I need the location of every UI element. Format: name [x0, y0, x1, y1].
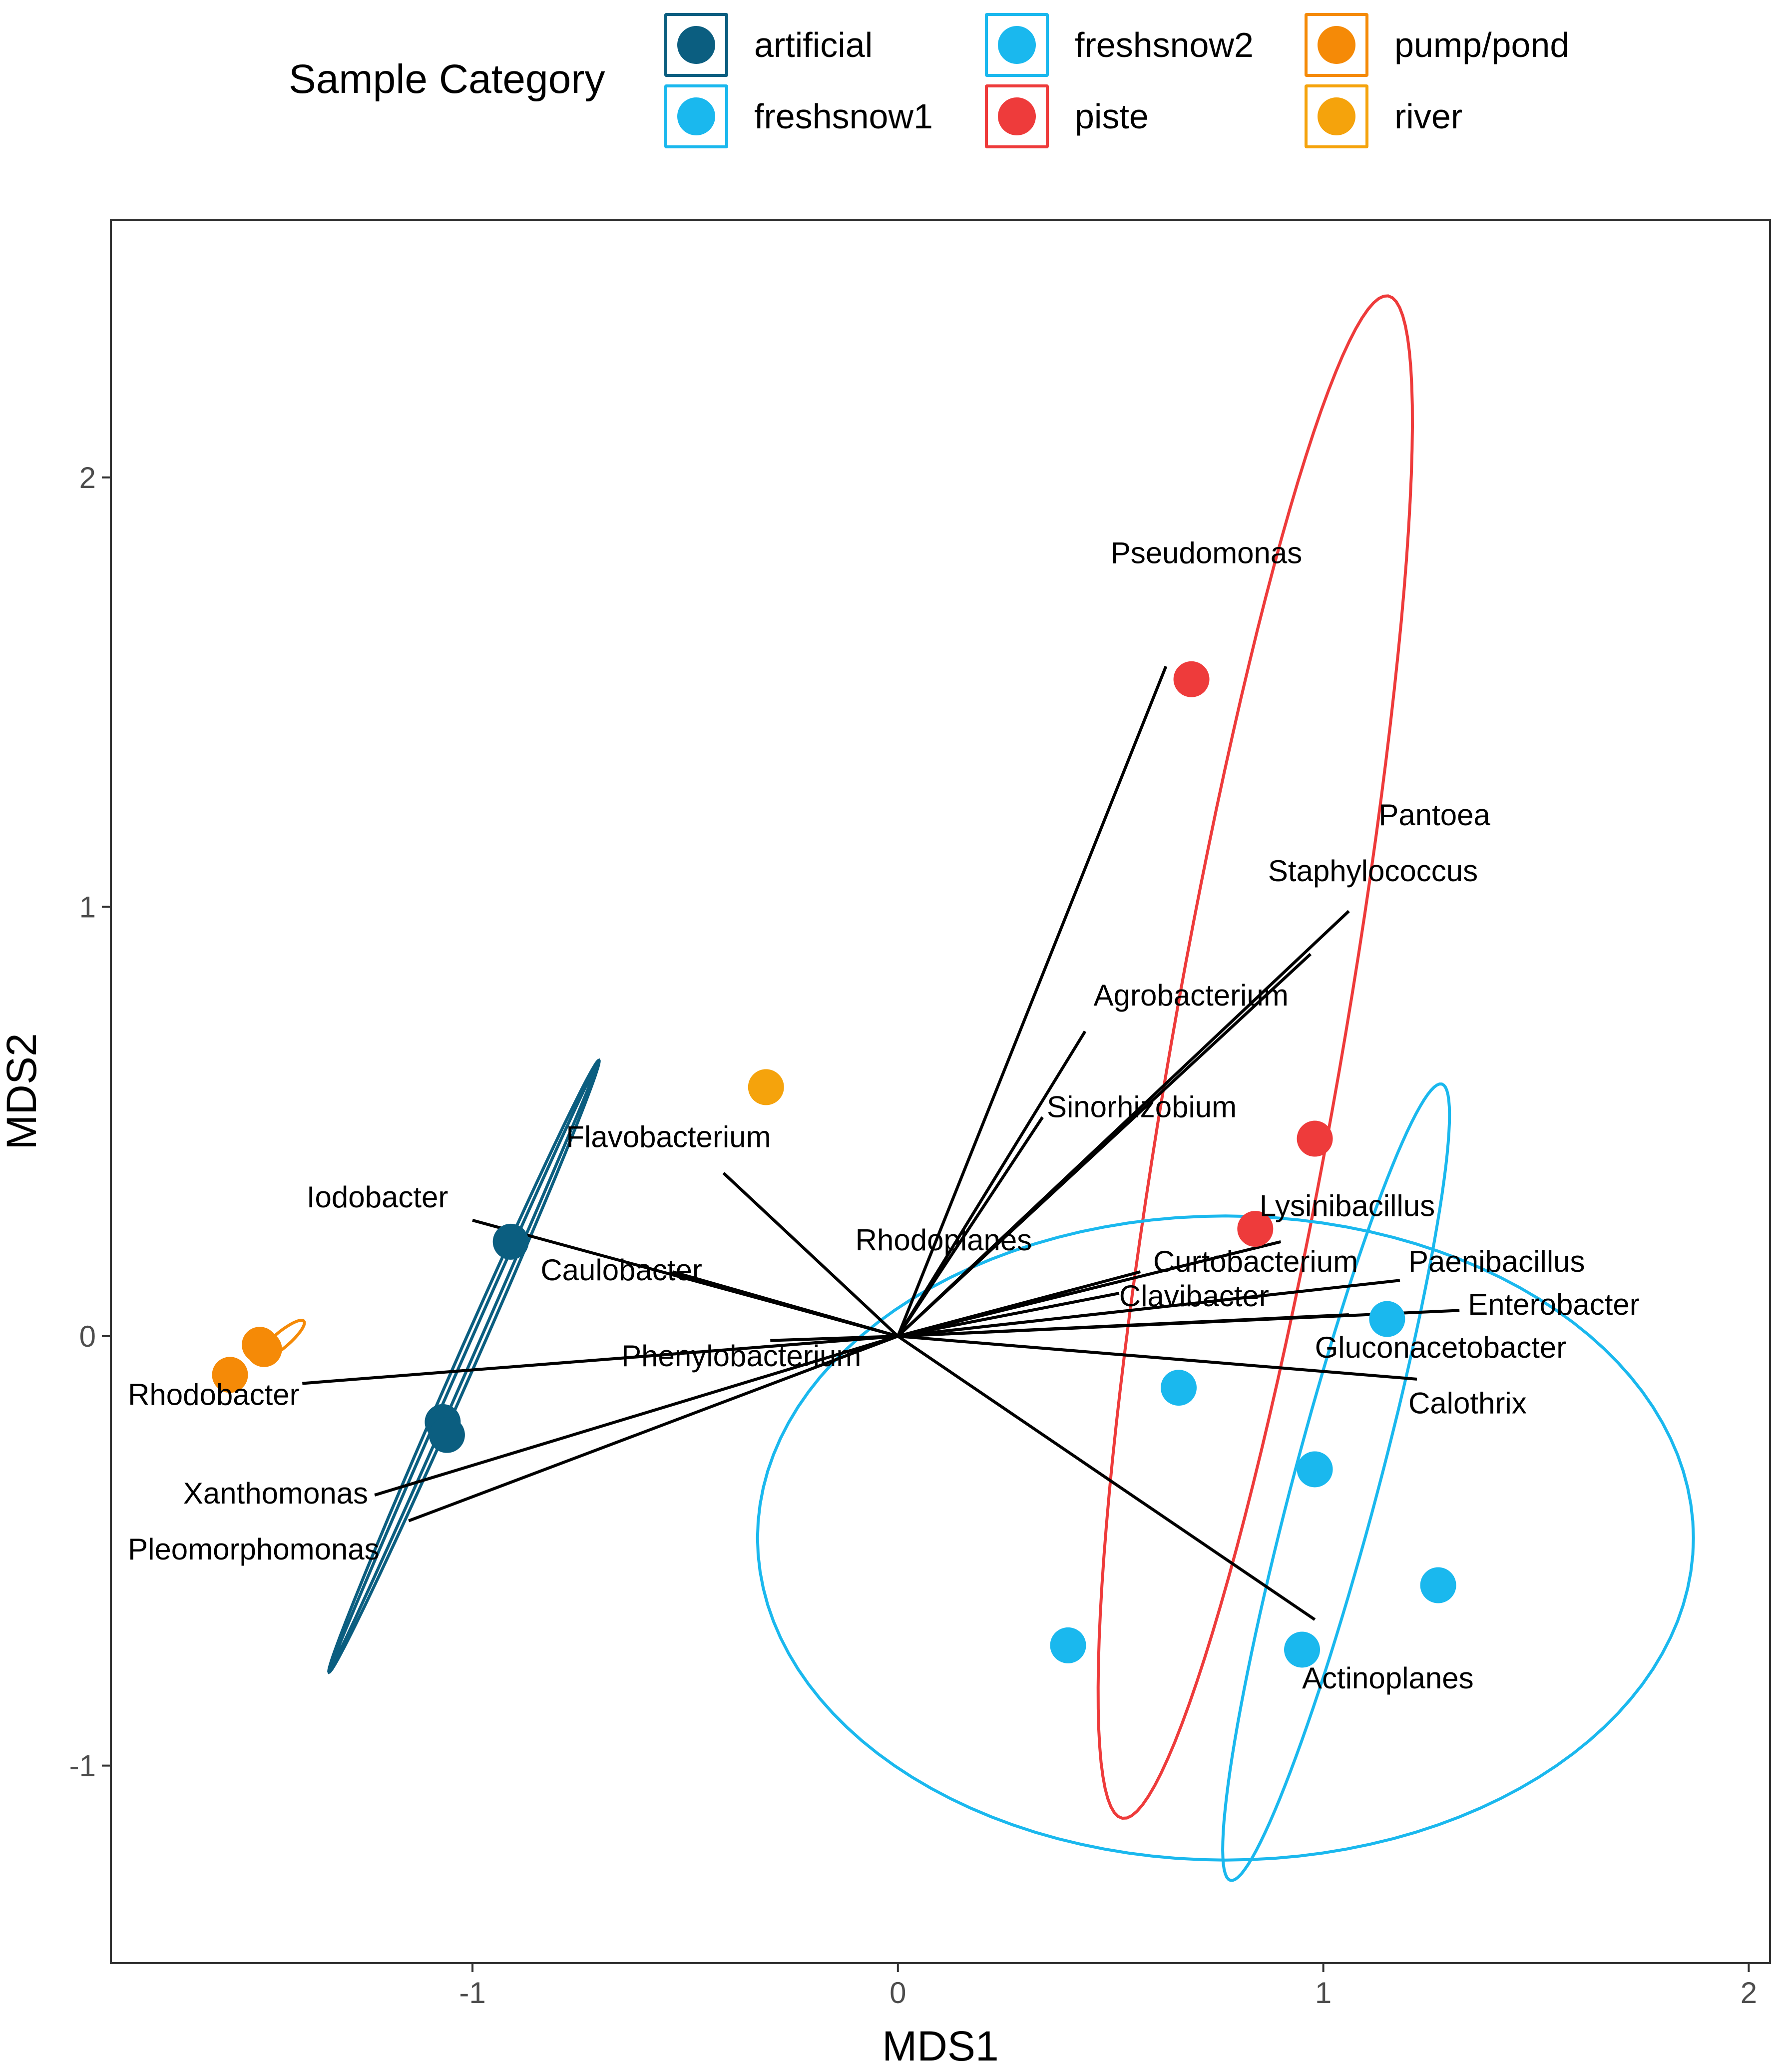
point-freshsnow1 [1284, 1631, 1321, 1668]
vector-label-clavibacter: Clavibacter [1119, 1279, 1269, 1313]
legend-key [1305, 84, 1368, 148]
vector-label-curtobacterium: Curtobacterium [1153, 1245, 1358, 1278]
vector-label-agrobacterium: Agrobacterium [1094, 979, 1289, 1012]
vector-label-iodobacter: Iodobacter [307, 1180, 448, 1214]
y-axis-title: MDS2 [0, 1033, 45, 1149]
legend-key [1305, 13, 1368, 77]
legend-dot-icon [677, 97, 715, 135]
vector-label-gluconacetobacter: Gluconacetobacter [1315, 1331, 1567, 1364]
ellipse-piste [1096, 294, 1414, 1820]
x-tick-label: 0 [890, 1976, 906, 2010]
vector-actinoplanes [897, 1335, 1316, 1621]
vector-gluconacetobacter [897, 1313, 1349, 1338]
point-river [748, 1069, 784, 1105]
vector-label-pantoea: Pantoea [1378, 798, 1490, 832]
y-tick-label: -1 [69, 1749, 96, 1783]
point-piste [1237, 1211, 1274, 1247]
vector-label-paenibacillus: Paenibacillus [1408, 1245, 1585, 1278]
vector-calothrix [897, 1334, 1417, 1381]
vector-label-caulobacter: Caulobacter [540, 1253, 702, 1287]
y-tick-label: 2 [79, 461, 96, 495]
legend-item-freshsnow2[interactable]: freshsnow2 [985, 12, 1254, 77]
legend-item-artificial[interactable]: artificial [664, 12, 873, 77]
legend-key [664, 13, 728, 77]
point-freshsnow1 [1297, 1451, 1333, 1488]
legend-label: freshsnow1 [754, 97, 933, 136]
vector-label-staphylococcus: Staphylococcus [1268, 854, 1478, 888]
vector-xanthomonas [374, 1335, 898, 1497]
point-pump-pond [246, 1331, 282, 1367]
legend-item-pump-pond[interactable]: pump/pond [1305, 12, 1569, 77]
vector-label-phenylobacterium: Phenylobacterium [621, 1339, 861, 1373]
point-freshsnow1 [1050, 1627, 1086, 1663]
vector-label-rhodoplanes: Rhodoplanes [856, 1223, 1032, 1257]
vector-label-pleomorphomonas: Pleomorphomonas [128, 1533, 380, 1566]
point-piste [1173, 661, 1210, 697]
y-tick-label: 1 [79, 890, 96, 924]
vector-staphylococcus [896, 953, 1312, 1338]
vector-caulobacter [672, 1270, 898, 1338]
legend-dot-icon [1318, 26, 1355, 64]
vectors-layer [302, 665, 1460, 1621]
ellipse-artificial [327, 1058, 601, 1674]
vector-clavibacter [897, 1292, 1120, 1338]
point-artificial [492, 1223, 529, 1260]
legend-label: artificial [754, 25, 873, 64]
vector-label-pseudomonas: Pseudomonas [1111, 536, 1303, 570]
point-freshsnow1 [1161, 1370, 1197, 1406]
legend-dot-icon [998, 97, 1036, 135]
point-freshsnow1 [1420, 1567, 1456, 1603]
legend-item-freshsnow1[interactable]: freshsnow1 [664, 84, 933, 149]
legend-item-river[interactable]: river [1305, 84, 1462, 149]
x-tick-label: -1 [459, 1976, 485, 2010]
vector-label-sinorhizobium: Sinorhizobium [1047, 1090, 1237, 1124]
vector-curtobacterium [897, 1270, 1141, 1338]
legend-key [985, 84, 1049, 148]
vector-label-actinoplanes: Actinoplanes [1302, 1661, 1474, 1695]
vector-pleomorphomonas [408, 1335, 898, 1523]
point-piste [1297, 1120, 1333, 1157]
legend-label: pump/pond [1394, 25, 1570, 64]
vector-paenibacillus [897, 1279, 1400, 1338]
ellipses-layer [256, 294, 1695, 1882]
ellipse-freshsnow2 [1221, 1082, 1451, 1882]
ellipse-freshsnow1 [756, 1214, 1695, 1862]
point-pump-pond [212, 1357, 248, 1393]
vector-label-enterobacter: Enterobacter [1468, 1288, 1640, 1321]
vector-rhodoplanes [896, 1275, 938, 1337]
legend-item-piste[interactable]: piste [985, 84, 1149, 149]
x-tick-label: 1 [1315, 1976, 1332, 2010]
legend-key [664, 84, 728, 148]
vector-labels-layer: Pseudomonas Pantoea Staphylococcus Agrobact… [128, 536, 1640, 1695]
plot-panel-border [110, 219, 1771, 1964]
legend-title: Sample Category [289, 56, 605, 102]
y-tick-label: 0 [79, 1320, 96, 1353]
points-layer [212, 661, 1456, 1668]
legend-key [985, 13, 1049, 77]
vector-label-calothrix: Calothrix [1408, 1387, 1527, 1420]
legend: Sample Category artificial freshsnow1 fr… [0, 0, 1780, 170]
ellipse-artificial [330, 1063, 598, 1669]
vector-pseudomonas [896, 665, 1168, 1337]
vector-rhodobacter [302, 1334, 898, 1385]
vector-label-lysinibacillus: Lysinibacillus [1260, 1189, 1435, 1222]
x-tick-label: 2 [1741, 1976, 1757, 2010]
point-freshsnow1 [1369, 1301, 1405, 1337]
legend-label: freshsnow2 [1075, 25, 1254, 64]
legend-dot-icon [1318, 97, 1355, 135]
vector-label-xanthomonas: Xanthomonas [183, 1477, 368, 1510]
legend-label: piste [1075, 97, 1149, 136]
vector-label-rhodobacter: Rhodobacter [128, 1378, 300, 1412]
legend-dot-icon [998, 26, 1036, 64]
axis-ticks: -1 0 1 2 -1 0 1 2 [69, 461, 1757, 2010]
vector-flavobacterium [722, 1172, 899, 1338]
x-axis-title: MDS1 [882, 2023, 998, 2070]
legend-label: river [1394, 97, 1463, 136]
point-artificial [429, 1417, 465, 1453]
legend-dot-icon [677, 26, 715, 64]
vector-label-flavobacterium: Flavobacterium [566, 1120, 771, 1154]
